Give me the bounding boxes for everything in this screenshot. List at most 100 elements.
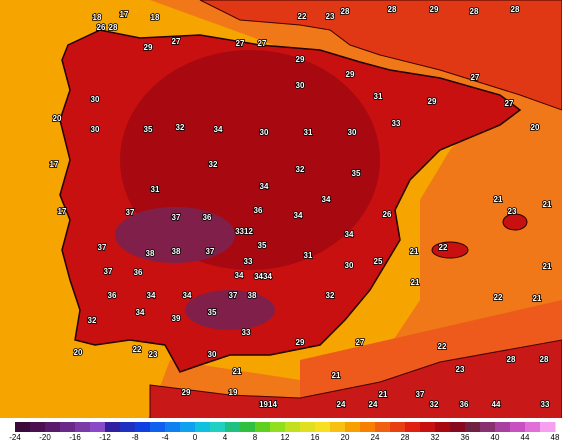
colorbar-segment xyxy=(390,422,406,432)
temperature-label: 25 xyxy=(374,257,383,266)
temperature-label: 35 xyxy=(258,241,267,250)
colorbar-tick-label: -20 xyxy=(39,433,51,442)
colorbar-tick-label: 4 xyxy=(223,433,228,442)
temperature-label: 33 xyxy=(541,400,550,409)
temperature-label: 34 xyxy=(345,230,354,239)
temperature-label: 39 xyxy=(172,314,181,323)
temperature-label: 21 xyxy=(543,200,552,209)
colorbar-segment xyxy=(195,422,211,432)
temperature-label: 34 xyxy=(147,291,156,300)
colorbar-tick-label: 48 xyxy=(551,433,560,442)
temperature-label: 21 xyxy=(332,371,341,380)
temperature-label: 21 xyxy=(533,294,542,303)
temperature-label: 24 xyxy=(369,400,378,409)
colorbar-segment xyxy=(495,422,511,432)
temperature-label: 22 xyxy=(439,243,448,252)
temperature-label: 18 xyxy=(151,13,160,22)
temperature-label: 20 xyxy=(531,123,540,132)
colorbar-segment xyxy=(225,422,241,432)
temperature-label: 38 xyxy=(248,291,257,300)
colorbar-tick-label: 24 xyxy=(371,433,380,442)
temperature-label: 29 xyxy=(428,97,437,106)
colorbar-segment xyxy=(345,422,361,432)
colorbar-segment xyxy=(90,422,106,432)
colorbar-segment xyxy=(150,422,166,432)
temperature-label: 32 xyxy=(430,400,439,409)
temperature-label: 27 xyxy=(471,73,480,82)
temperature-label: 27 xyxy=(505,99,514,108)
colorbar-tick-label: 36 xyxy=(461,433,470,442)
temperature-label: 37 xyxy=(206,247,215,256)
temperature-label: 37 xyxy=(98,243,107,252)
colorbar-tick-label: -8 xyxy=(131,433,139,442)
temperature-label: 20 xyxy=(74,348,83,357)
temperature-label: 38 xyxy=(172,247,181,256)
colorbar-segment xyxy=(255,422,271,432)
temperature-label: 34 xyxy=(322,195,331,204)
colorbar-segment xyxy=(330,422,346,432)
colorbar-segment xyxy=(15,422,31,432)
temperature-label: 37 xyxy=(172,213,181,222)
temperature-label: 30 xyxy=(260,128,269,137)
temperature-label: 29 xyxy=(296,338,305,347)
temperature-label: 28 xyxy=(540,355,549,364)
temperature-label: 34 xyxy=(136,308,145,317)
temperature-label: 36 xyxy=(254,206,263,215)
colorbar-tick-label: 44 xyxy=(521,433,530,442)
colorbar-segment xyxy=(60,422,76,432)
temperature-label: 38 xyxy=(146,249,155,258)
temperature-label: 30 xyxy=(208,350,217,359)
temperature-label: 23 xyxy=(508,207,517,216)
temperature-label: 35 xyxy=(352,169,361,178)
temperature-label: 44 xyxy=(492,400,501,409)
temperature-label: 36 xyxy=(108,291,117,300)
temperature-label: 33 xyxy=(244,257,253,266)
temperature-label: 34 xyxy=(294,211,303,220)
hot-zone xyxy=(115,207,235,263)
temperature-label: 26 xyxy=(97,23,106,32)
colorbar-tick-label: -24 xyxy=(9,433,21,442)
temperature-label: 29 xyxy=(430,5,439,14)
temperature-label: 22 xyxy=(298,12,307,21)
temperature-label: 26 xyxy=(383,210,392,219)
temperature-label: 28 xyxy=(507,355,516,364)
colorbar-tick-label: -12 xyxy=(99,433,111,442)
temperature-label: 23 xyxy=(326,12,335,21)
colorbar-segment xyxy=(165,422,181,432)
colorbar-segment xyxy=(480,422,496,432)
colorbar-segment xyxy=(450,422,466,432)
temperature-label: 3312 xyxy=(235,227,253,236)
colorbar-segment xyxy=(210,422,226,432)
temperature-label: 23 xyxy=(456,365,465,374)
colorbar-segment xyxy=(465,422,481,432)
temperature-label: 29 xyxy=(296,55,305,64)
temperature-label: 36 xyxy=(203,213,212,222)
temperature-label: 34 xyxy=(183,291,192,300)
temperature-label: 28 xyxy=(511,5,520,14)
colorbar-segment xyxy=(270,422,286,432)
temperature-label: 27 xyxy=(172,37,181,46)
temperature-label: 28 xyxy=(470,7,479,16)
temperature-label: 28 xyxy=(109,23,118,32)
temperature-label: 1914 xyxy=(259,400,277,409)
colorbar-segment xyxy=(285,422,301,432)
temperature-label: 22 xyxy=(133,345,142,354)
temperature-label: 24 xyxy=(337,400,346,409)
colorbar-tick-label: 40 xyxy=(491,433,500,442)
temperature-label: 17 xyxy=(120,10,129,19)
colorbar-segment xyxy=(180,422,196,432)
temperature-label: 29 xyxy=(346,70,355,79)
temperature-label: 21 xyxy=(494,195,503,204)
temperature-label: 35 xyxy=(208,308,217,317)
france xyxy=(199,0,562,111)
temperature-label: 37 xyxy=(416,390,425,399)
colorbar-tick-label: 0 xyxy=(193,433,198,442)
colorbar-segment xyxy=(435,422,451,432)
temperature-label: 30 xyxy=(91,95,100,104)
temperature-label: 27 xyxy=(356,338,365,347)
colorbar-segment xyxy=(405,422,421,432)
colorbar-segment xyxy=(105,422,121,432)
temperature-label: 21 xyxy=(379,390,388,399)
temperature-label: 31 xyxy=(374,92,383,101)
